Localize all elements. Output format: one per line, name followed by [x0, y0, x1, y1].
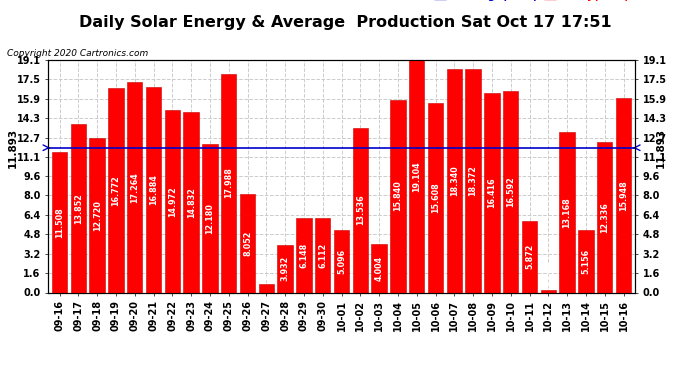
Bar: [560, 132, 575, 292]
Text: 11.893: 11.893: [8, 128, 18, 168]
Bar: [277, 244, 293, 292]
Text: 0.244: 0.244: [544, 261, 553, 286]
Bar: [240, 195, 255, 292]
Bar: [202, 144, 217, 292]
Bar: [315, 218, 331, 292]
Text: 15.608: 15.608: [431, 182, 440, 213]
Text: 12.180: 12.180: [206, 203, 215, 234]
Text: 5.156: 5.156: [582, 249, 591, 274]
Text: 14.832: 14.832: [187, 187, 196, 218]
Bar: [127, 82, 142, 292]
Text: 16.416: 16.416: [487, 177, 496, 208]
Bar: [466, 69, 481, 292]
Text: 8.052: 8.052: [243, 231, 252, 256]
Text: 4.004: 4.004: [375, 256, 384, 281]
Text: 14.972: 14.972: [168, 186, 177, 217]
Text: 15.840: 15.840: [393, 181, 402, 212]
Text: Daily Solar Energy & Average  Production Sat Oct 17 17:51: Daily Solar Energy & Average Production …: [79, 15, 611, 30]
Text: 16.772: 16.772: [112, 175, 121, 206]
Text: 17.264: 17.264: [130, 172, 139, 203]
Text: 6.148: 6.148: [299, 243, 308, 268]
Bar: [146, 87, 161, 292]
Bar: [409, 60, 424, 292]
Bar: [597, 142, 613, 292]
Bar: [578, 230, 593, 292]
Text: 18.340: 18.340: [450, 165, 459, 196]
Bar: [541, 290, 556, 292]
Text: 3.932: 3.932: [281, 256, 290, 281]
Bar: [353, 128, 368, 292]
Bar: [165, 110, 180, 292]
Text: 5.096: 5.096: [337, 249, 346, 274]
Text: 6.112: 6.112: [318, 243, 327, 268]
Bar: [334, 231, 349, 292]
Text: 11.508: 11.508: [55, 207, 64, 238]
Bar: [522, 221, 538, 292]
Text: 15.948: 15.948: [619, 180, 628, 211]
Bar: [259, 284, 274, 292]
Bar: [503, 90, 518, 292]
Text: 13.852: 13.852: [74, 193, 83, 224]
Text: 17.988: 17.988: [224, 168, 233, 198]
Bar: [52, 152, 68, 292]
Text: Copyright 2020 Cartronics.com: Copyright 2020 Cartronics.com: [7, 49, 148, 58]
Bar: [70, 124, 86, 292]
Bar: [184, 112, 199, 292]
Text: 11.893: 11.893: [656, 128, 666, 168]
Text: 13.168: 13.168: [562, 197, 571, 228]
Bar: [391, 100, 406, 292]
Text: 12.336: 12.336: [600, 202, 609, 233]
Legend: Average(kWh), Daily(kWh): Average(kWh), Daily(kWh): [434, 0, 629, 1]
Text: 18.372: 18.372: [469, 165, 477, 196]
Text: 0.700: 0.700: [262, 255, 271, 280]
Text: 13.536: 13.536: [356, 195, 365, 225]
Text: 16.592: 16.592: [506, 176, 515, 207]
Text: 16.884: 16.884: [149, 174, 158, 205]
Bar: [428, 102, 443, 292]
Text: 12.720: 12.720: [92, 200, 101, 231]
Bar: [296, 217, 312, 292]
Text: 19.104: 19.104: [412, 161, 421, 192]
Bar: [615, 98, 631, 292]
Bar: [371, 244, 387, 292]
Bar: [221, 74, 237, 292]
Bar: [484, 93, 500, 292]
Bar: [90, 138, 105, 292]
Bar: [446, 69, 462, 292]
Bar: [108, 88, 124, 292]
Text: 5.872: 5.872: [525, 244, 534, 270]
